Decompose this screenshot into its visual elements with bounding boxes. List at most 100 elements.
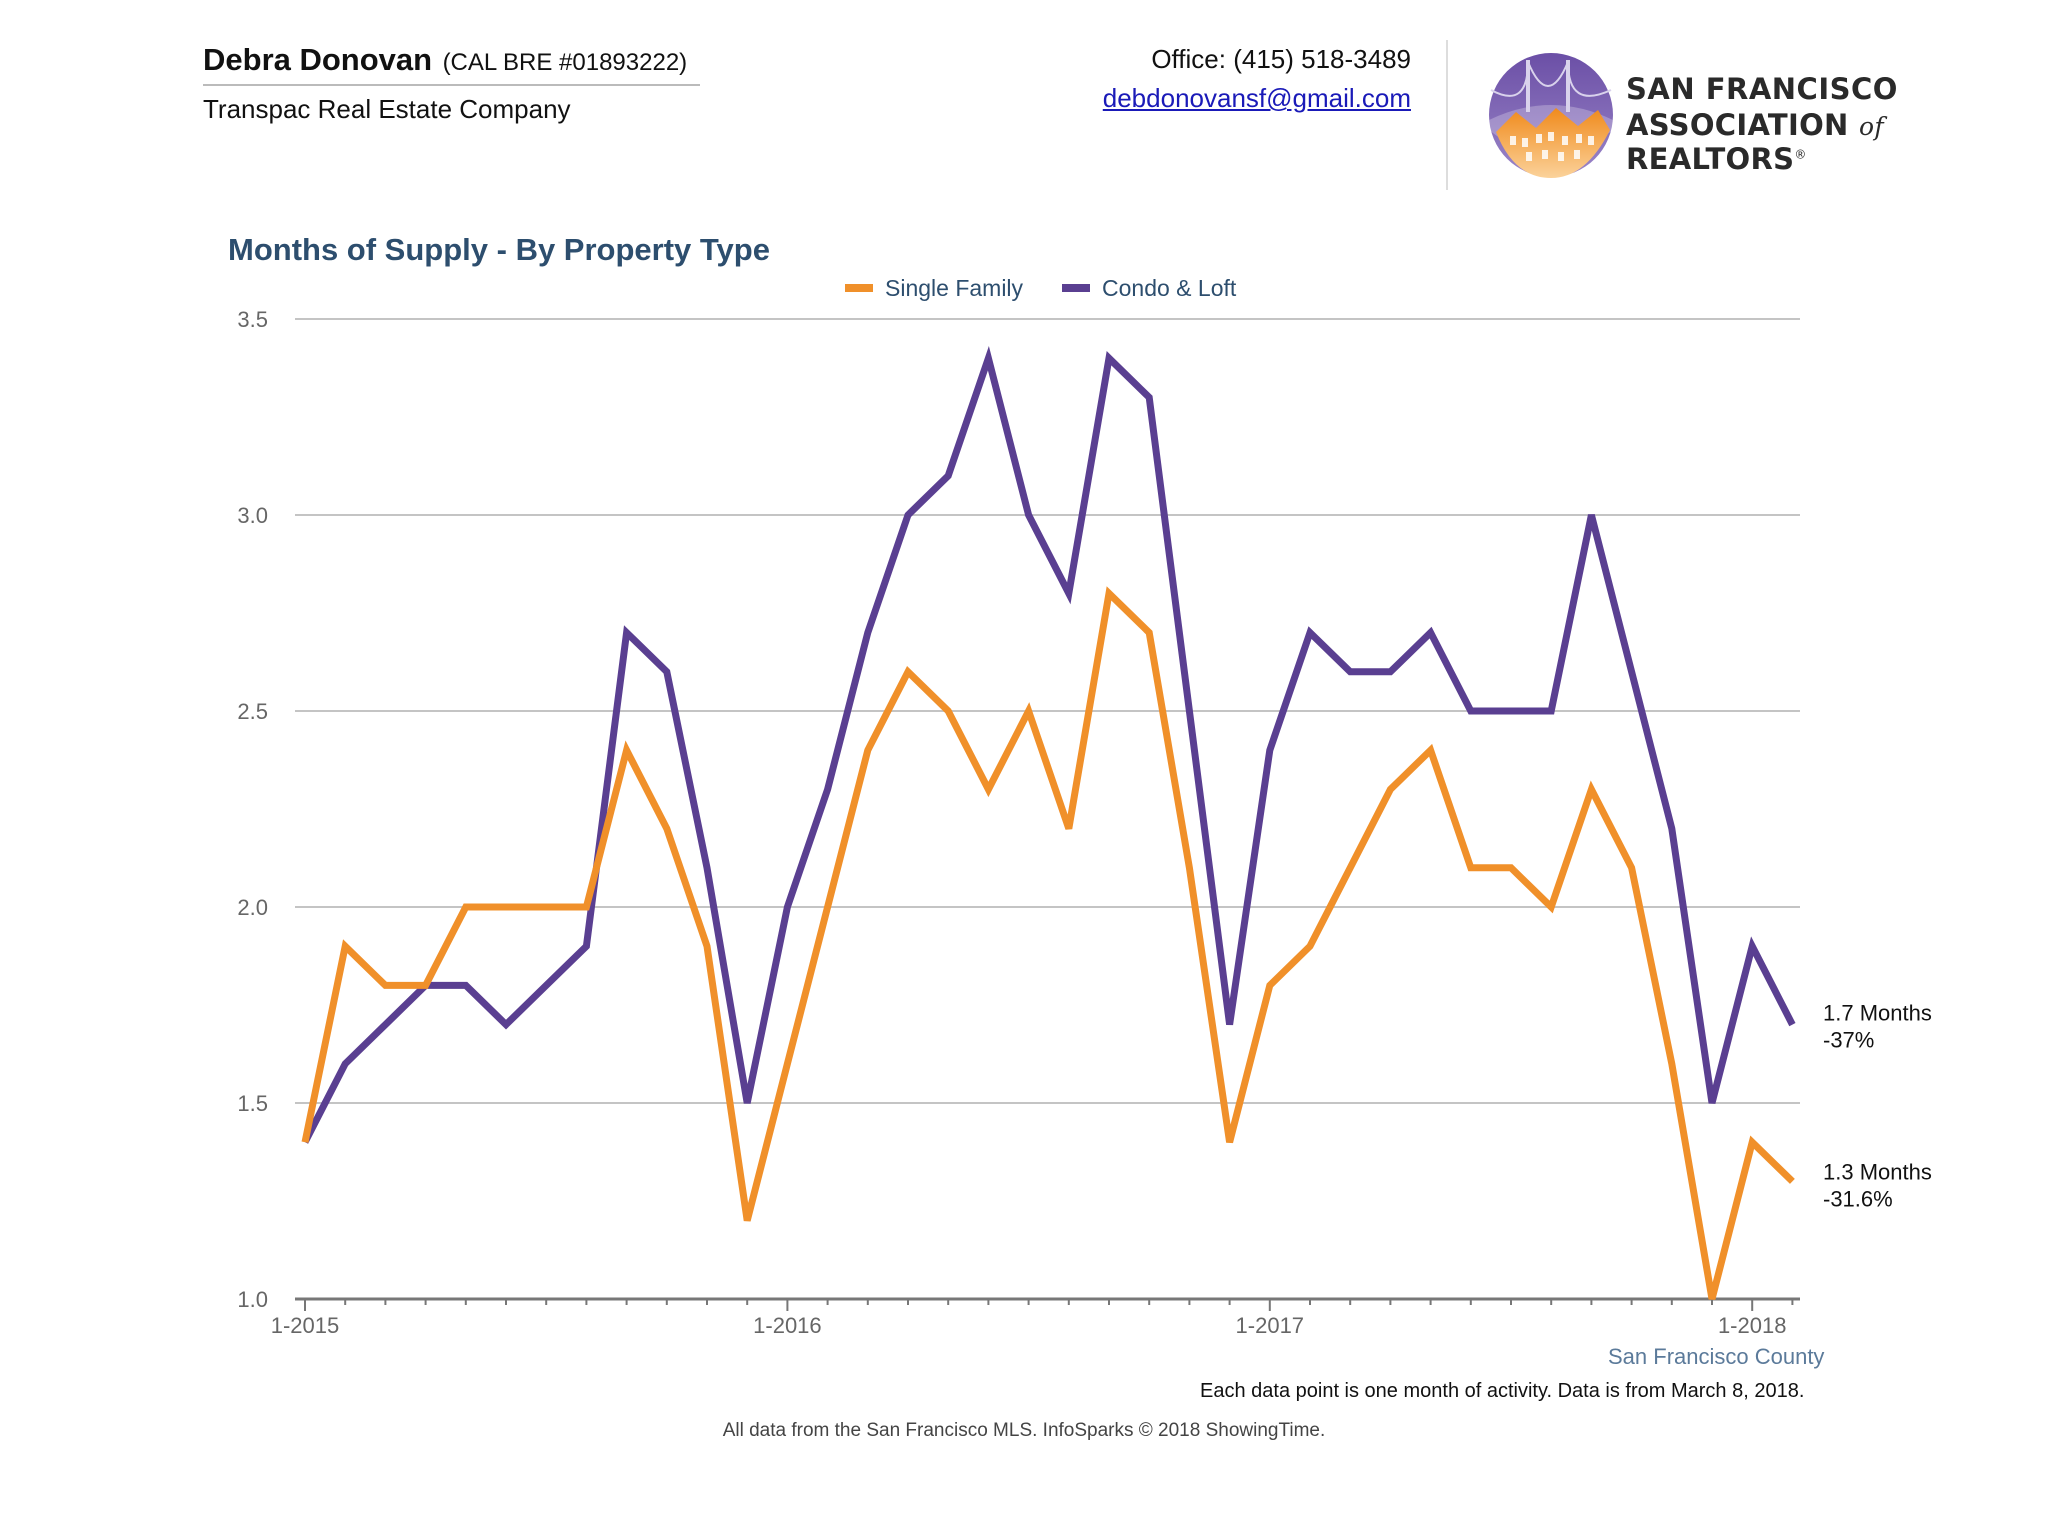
data-point-single-family: [1709, 1296, 1715, 1302]
data-point-condo-loft: [1066, 590, 1072, 596]
end-change-label: -37%: [1823, 1028, 1874, 1053]
data-point-condo-loft: [905, 512, 911, 518]
source-credit: All data from the San Francisco MLS. Inf…: [722, 1420, 1326, 1441]
data-point-condo-loft: [624, 630, 630, 636]
data-point-single-family: [1548, 904, 1554, 910]
data-point-single-family: [1307, 943, 1313, 949]
y-tick-label: 2.0: [237, 895, 268, 920]
data-point-single-family: [1669, 1061, 1675, 1067]
y-tick-label: 3.0: [237, 503, 268, 528]
x-tick-label: 1-2015: [271, 1313, 340, 1338]
data-point-single-family: [1146, 630, 1152, 636]
data-point-condo-loft: [704, 865, 710, 871]
data-point-condo-loft: [1307, 630, 1313, 636]
data-point-condo-loft: [865, 630, 871, 636]
data-point-single-family: [1347, 865, 1353, 871]
data-point-condo-loft: [664, 669, 670, 675]
data-point-condo-loft: [463, 982, 469, 988]
data-point-single-family: [463, 904, 469, 910]
data-point-condo-loft: [503, 1022, 509, 1028]
data-point-single-family: [704, 943, 710, 949]
logo-association: ASSOCIATION: [1626, 108, 1849, 142]
data-point-condo-loft: [583, 943, 589, 949]
sfar-wordmark: SAN FRANCISCO ASSOCIATION of REALTORS®: [1626, 72, 2016, 176]
data-point-single-family: [1428, 747, 1434, 753]
data-point-condo-loft: [1227, 1022, 1233, 1028]
data-point-condo-loft: [1387, 669, 1393, 675]
sfar-emblem-icon: [1489, 53, 1613, 178]
agent-license: (CAL BRE #01893222): [442, 49, 688, 76]
data-point-condo-loft: [1709, 1100, 1715, 1106]
data-point-single-family: [1186, 865, 1192, 871]
data-point-condo-loft: [1026, 512, 1032, 518]
data-point-condo-loft: [1629, 669, 1635, 675]
data-point-single-family: [1387, 786, 1393, 792]
data-point-condo-loft: [1186, 708, 1192, 714]
data-point-condo-loft: [1267, 747, 1273, 753]
header-divider: [1446, 40, 1448, 190]
data-point-condo-loft: [1106, 355, 1112, 361]
data-point-condo-loft: [382, 1022, 388, 1028]
agent-name: Debra Donovan: [203, 42, 433, 77]
data-point-single-family: [423, 982, 429, 988]
data-point-condo-loft: [1588, 512, 1594, 518]
data-point-single-family: [1789, 1178, 1795, 1184]
data-point-single-family: [382, 982, 388, 988]
data-point-condo-loft: [945, 473, 951, 479]
data-point-condo-loft: [1347, 669, 1353, 675]
data-point-single-family: [1468, 865, 1474, 871]
data-point-condo-loft: [744, 1100, 750, 1106]
data-point-single-family: [624, 747, 630, 753]
data-point-single-family: [1066, 826, 1072, 832]
series-line-single-family: [301, 586, 1795, 1300]
data-point-single-family: [664, 826, 670, 832]
data-point-single-family: [784, 1061, 790, 1067]
end-change-label: -31.6%: [1823, 1186, 1893, 1211]
data-point-single-family: [945, 708, 951, 714]
data-point-single-family: [342, 943, 348, 949]
logo-of: of: [1859, 112, 1884, 141]
logo-realtors: REALTORS: [1626, 142, 1795, 176]
agent-company: Transpac Real Estate Company: [203, 94, 571, 124]
x-tick-label: 1-2018: [1718, 1313, 1787, 1338]
data-point-single-family: [543, 904, 549, 910]
data-point-condo-loft: [1468, 708, 1474, 714]
y-tick-label: 3.5: [237, 307, 268, 332]
logo-line-2: ASSOCIATION of REALTORS®: [1626, 108, 2016, 176]
months-of-supply-chart: Months of Supply - By Property Type Singl…: [228, 232, 1932, 1338]
y-tick-label: 1.0: [237, 1287, 268, 1312]
data-point-single-family: [1588, 786, 1594, 792]
data-point-condo-loft: [543, 982, 549, 988]
data-point-single-family: [865, 747, 871, 753]
data-point-condo-loft: [1789, 1022, 1795, 1028]
data-point-single-family: [1267, 982, 1273, 988]
data-point-single-family: [1629, 865, 1635, 871]
data-footnote: Each data point is one month of activity…: [1200, 1380, 1805, 1402]
data-point-condo-loft: [342, 1061, 348, 1067]
data-point-single-family: [744, 1218, 750, 1224]
contact-info: Office: (415) 518-3489 debdonovansf@gmai…: [1103, 44, 1411, 114]
data-point-condo-loft: [1428, 630, 1434, 636]
data-point-condo-loft: [1146, 394, 1152, 400]
registered-mark: ®: [1794, 147, 1807, 162]
data-point-condo-loft: [784, 904, 790, 910]
email-link[interactable]: debdonovansf@gmail.com: [1102, 83, 1411, 113]
data-point-condo-loft: [825, 786, 831, 792]
data-point-single-family: [302, 1139, 308, 1145]
series-line-condo-loft: [301, 345, 1796, 1144]
end-value-label: 1.3 Months: [1823, 1159, 1932, 1184]
x-tick-label: 1-2016: [753, 1313, 822, 1338]
sfar-logo: SAN FRANCISCO ASSOCIATION of REALTORS®: [1486, 50, 2016, 180]
data-point-condo-loft: [1749, 943, 1755, 949]
data-point-single-family: [1106, 590, 1112, 596]
legend-label-single-family: Single Family: [885, 275, 1024, 301]
data-point-single-family: [1026, 708, 1032, 714]
data-point-single-family: [1749, 1139, 1755, 1145]
end-value-label: 1.7 Months: [1823, 1001, 1932, 1026]
agent-info: Debra Donovan (CAL BRE #01893222) Transp…: [203, 42, 700, 125]
chart-title: Months of Supply - By Property Type: [228, 232, 770, 267]
region-label: San Francisco County: [1608, 1344, 1825, 1369]
y-tick-label: 1.5: [237, 1091, 268, 1116]
data-point-condo-loft: [1669, 826, 1675, 832]
logo-line-1: SAN FRANCISCO: [1626, 72, 1898, 106]
